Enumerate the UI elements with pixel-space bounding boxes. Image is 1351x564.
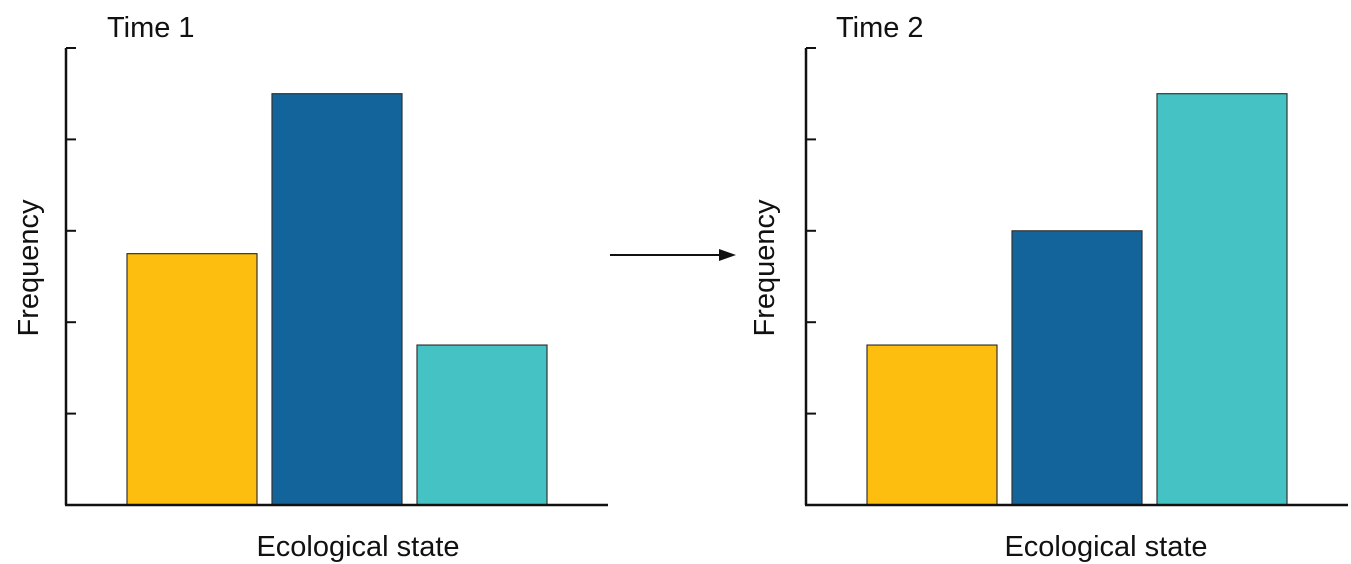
bar-second xyxy=(1011,230,1143,506)
axes xyxy=(64,47,608,507)
bar-group xyxy=(126,93,548,506)
chart-time-1: Time 1 Frequency Ecological state xyxy=(13,12,608,563)
bar-third xyxy=(1156,93,1288,506)
bar-first xyxy=(126,253,258,506)
bar-second xyxy=(271,93,403,506)
chart-title: Time 2 xyxy=(836,12,924,44)
x-axis-label: Ecological state xyxy=(256,531,459,563)
axes xyxy=(804,47,1348,507)
bar-group xyxy=(866,93,1288,506)
bar-third xyxy=(416,344,548,506)
right-arrow-icon xyxy=(610,249,736,261)
y-axis-label: Frequency xyxy=(749,199,781,337)
chart-time-2: Time 2 Frequency Ecological state xyxy=(749,12,1348,563)
x-axis-label: Ecological state xyxy=(1004,531,1207,563)
bar-first xyxy=(866,344,998,506)
y-axis-label: Frequency xyxy=(13,199,45,337)
chart-title: Time 1 xyxy=(107,12,195,44)
